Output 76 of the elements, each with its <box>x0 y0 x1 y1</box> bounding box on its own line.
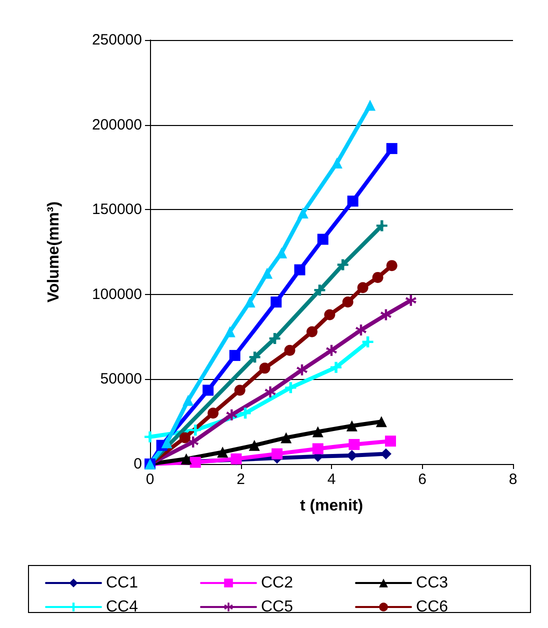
point <box>312 443 324 454</box>
point <box>208 408 219 419</box>
point <box>297 207 308 218</box>
y-tick-label: 100000 <box>92 286 142 303</box>
point <box>376 220 388 232</box>
point <box>217 446 228 458</box>
point <box>326 344 337 356</box>
point <box>269 332 280 344</box>
point <box>276 247 288 258</box>
point <box>224 326 236 338</box>
y-tick-label: 250000 <box>92 32 142 48</box>
point <box>259 362 270 374</box>
point <box>386 143 398 154</box>
point <box>270 296 282 308</box>
point <box>280 432 292 444</box>
point <box>262 268 273 279</box>
point <box>362 336 374 348</box>
legend-label: CC2 <box>261 574 294 592</box>
point <box>296 364 308 376</box>
point <box>264 386 276 398</box>
point <box>249 352 260 363</box>
point <box>324 309 336 320</box>
legend-label: CC6 <box>416 598 448 616</box>
point <box>229 350 240 361</box>
legend-label: CC5 <box>261 598 294 616</box>
point <box>188 436 199 448</box>
point <box>285 382 296 394</box>
point <box>226 409 238 420</box>
point <box>248 440 260 451</box>
y-tick-label: 0 <box>134 456 142 472</box>
point <box>182 394 194 406</box>
x-tick-label: 2 <box>236 471 245 488</box>
point <box>346 420 358 432</box>
legend-label: CC4 <box>106 598 138 616</box>
point <box>384 436 396 447</box>
point <box>357 282 368 294</box>
point <box>306 326 318 338</box>
point <box>380 309 392 320</box>
point <box>347 196 358 207</box>
point <box>314 284 326 296</box>
point <box>202 384 214 396</box>
point <box>348 438 360 450</box>
x-tick-label: 4 <box>327 471 336 488</box>
point <box>244 296 256 308</box>
point <box>240 408 251 419</box>
point <box>234 384 246 396</box>
point <box>386 260 398 272</box>
point <box>337 259 348 270</box>
x-tick-label: 6 <box>418 471 426 488</box>
point <box>161 437 172 448</box>
legend-label: CC1 <box>106 574 138 592</box>
point <box>272 448 283 460</box>
point <box>380 448 392 460</box>
y-tick-label: 200000 <box>92 116 142 134</box>
point <box>376 416 387 428</box>
point <box>331 157 342 168</box>
x-axis-title: t (menit) <box>300 498 364 514</box>
point <box>405 294 416 306</box>
x-tick-label: 0 <box>146 471 154 488</box>
point <box>284 344 296 356</box>
point <box>317 234 328 245</box>
point <box>294 264 306 276</box>
point <box>180 453 192 464</box>
point <box>355 324 366 336</box>
point <box>342 296 354 308</box>
point <box>364 100 376 111</box>
y-axis-title: Volume(mm³) <box>46 201 62 303</box>
y-tick-label: 50000 <box>100 370 142 388</box>
point <box>372 272 384 283</box>
x-tick-label: 8 <box>508 471 518 488</box>
point <box>179 432 190 444</box>
point <box>190 424 201 436</box>
legend-label: CC3 <box>416 574 448 592</box>
y-tick-label: 150000 <box>92 201 142 218</box>
point <box>312 426 324 438</box>
point <box>330 362 342 373</box>
